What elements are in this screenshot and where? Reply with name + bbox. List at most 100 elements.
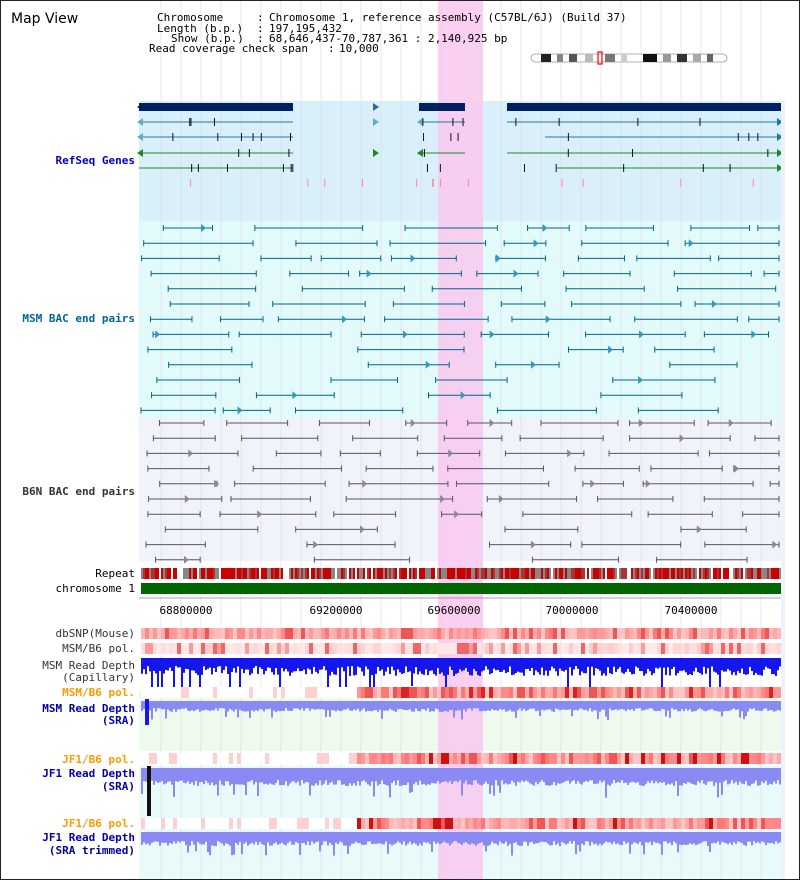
repeat-cell [691,568,693,579]
depth-bar [301,701,303,709]
depth-bar [377,701,379,712]
depth-bar [279,658,281,695]
heat-cell [701,753,705,764]
depth-bar [595,658,597,669]
gene-block[interactable] [507,103,781,111]
scroll-edge[interactable] [781,101,785,879]
depth-bar [727,658,729,670]
depth-bar [701,832,703,843]
chromosome-ideogram[interactable] [530,51,728,65]
heat-cell [249,643,253,654]
heat-cell [165,818,169,829]
depth-bar [199,701,201,712]
depth-bar [273,658,275,675]
heat-cell [761,753,765,764]
depth-bar [187,701,189,711]
heat-cell [185,628,189,639]
heat-cell [453,818,457,829]
depth-bar [611,768,613,784]
depth-bar [197,832,199,842]
depth-bar [555,658,557,672]
depth-bar [197,701,199,710]
depth-bar [325,658,327,671]
depth-bar [385,768,387,785]
depth-bar [449,832,451,846]
selected-region-highlight[interactable] [438,1,483,879]
depth-bar [305,832,307,845]
b6n-bac-features[interactable] [145,419,780,564]
depth-bar [619,701,621,710]
track-label-msm-bac[interactable]: MSM BAC end pairs [22,312,135,325]
heat-cell [213,753,217,764]
depth-bar [175,658,177,667]
heat-cell [241,753,245,764]
depth-bar [387,768,389,786]
depth-bar [249,701,251,718]
gene-block[interactable] [139,103,293,111]
depth-bar [373,768,375,797]
bac-end-arrow-icon [679,434,685,443]
depth-bar [325,768,327,781]
depth-bar [601,832,603,846]
depth-bar [665,768,667,786]
depth-bar [663,768,665,782]
refseq-gene-features[interactable] [137,103,783,172]
depth-bar [409,658,411,672]
depth-bar [589,701,591,709]
depth-bar [745,768,747,782]
depth-bar [475,832,477,846]
depth-bar [461,832,463,845]
depth-bar [755,832,757,844]
depth-bar [647,768,649,782]
heat-cell [449,628,453,639]
depth-bar [357,832,359,843]
repeat-cell [155,568,157,579]
depth-bar [381,701,383,719]
heat-cell [609,687,613,698]
depth-bar [763,701,765,709]
depth-bar [421,701,423,710]
heat-cell [625,818,629,829]
depth-bar [633,768,635,783]
depth-bar [569,768,571,784]
bac-end-arrow-icon [214,479,220,488]
heat-cell [581,687,585,698]
depth-bar [281,701,283,711]
depth-bar [141,658,143,674]
repeat-cell [259,568,261,579]
repeat-cell [469,568,471,579]
depth-bar [711,701,713,710]
msm-bac-features[interactable] [140,224,780,415]
depth-bar [743,832,745,845]
repeat-cell [539,568,541,579]
depth-bar [437,658,439,669]
depth-bar [395,832,397,844]
gene-block[interactable] [419,103,465,111]
depth-bar [677,832,679,853]
repeat-cell [647,568,649,579]
depth-bar [231,768,233,784]
repeat-cell [297,568,299,579]
depth-bar [611,658,613,675]
depth-bar [713,701,715,711]
depth-bar [469,658,471,676]
depth-bar [585,768,587,781]
depth-bar [431,832,433,852]
heat-cell [605,753,609,764]
heat-cell [733,628,737,639]
depth-bar [253,768,255,785]
depth-bar [777,832,779,844]
track-label-b6n-bac[interactable]: B6N BAC end pairs [22,485,135,498]
heat-cell [273,687,277,698]
depth-bar [539,658,541,675]
depth-bar [725,832,727,844]
depth-bar [373,701,375,711]
track-label-refseq[interactable]: RefSeq Genes [56,154,135,167]
repeat-cell [161,568,163,579]
heat-cell [577,628,581,639]
depth-bar [273,701,275,711]
heat-cell [525,687,529,698]
heat-cell [269,643,273,654]
depth-bar [529,768,531,784]
repeat-cell [457,568,459,579]
